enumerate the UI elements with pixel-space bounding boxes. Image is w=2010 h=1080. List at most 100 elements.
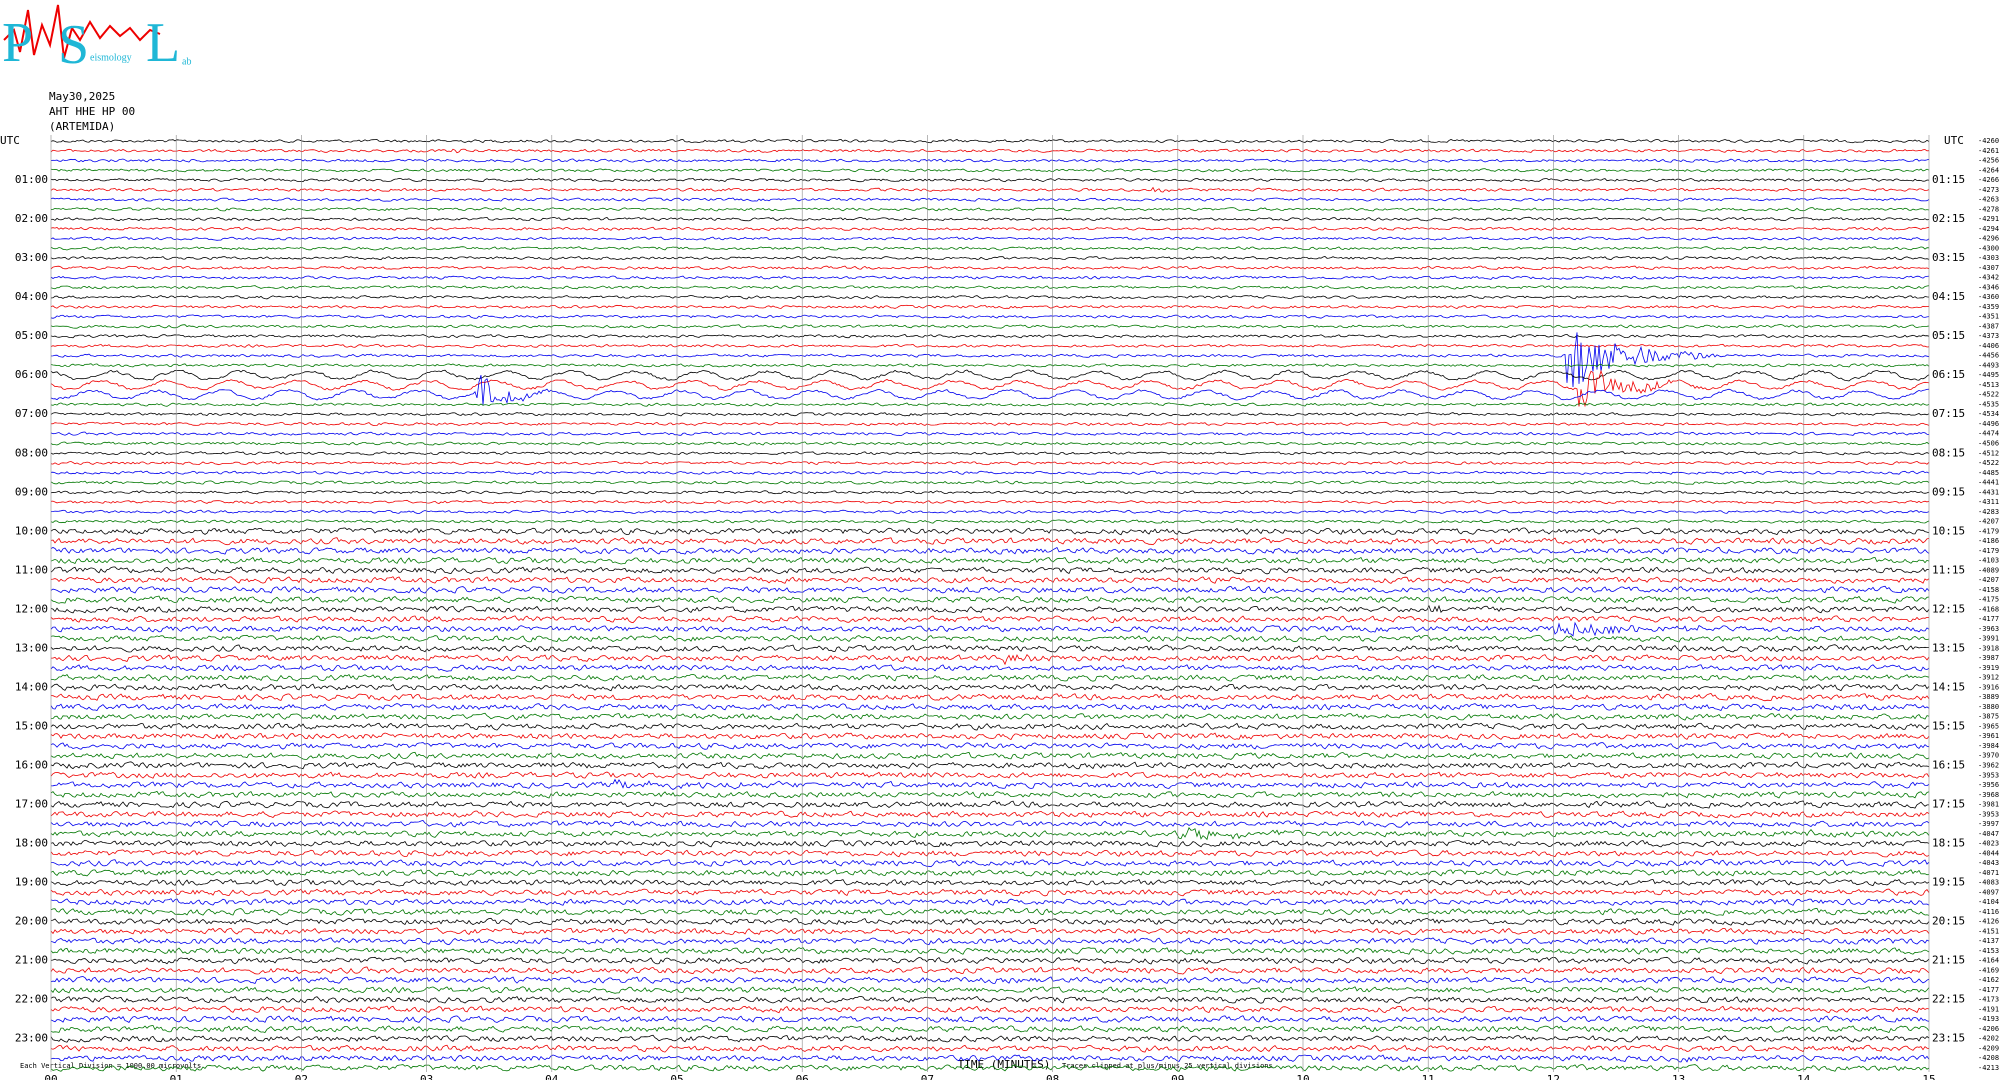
trace — [51, 858, 1930, 868]
trace-offset: -3991 — [1978, 635, 1999, 643]
trace — [50, 431, 1930, 437]
trace-offset: -4263 — [1978, 196, 1999, 204]
trace-offset: -3968 — [1978, 791, 1999, 799]
trace — [50, 778, 1930, 790]
trace-offset: -4311 — [1978, 498, 1999, 506]
trace — [50, 956, 1930, 965]
trace-offset: -3962 — [1978, 762, 1999, 770]
trace-offset: -3916 — [1978, 683, 1999, 691]
trace — [50, 537, 1930, 546]
trace — [50, 849, 1930, 858]
trace — [50, 509, 1930, 515]
trace — [50, 246, 1930, 251]
trace-offset: -4151 — [1978, 927, 1999, 935]
x-tick-label: 05 — [670, 1073, 683, 1080]
trace-offset: -3912 — [1978, 674, 1999, 682]
trace — [50, 177, 1930, 183]
trace-offset: -3953 — [1978, 771, 1999, 779]
trace — [50, 644, 1929, 653]
trace — [50, 275, 1930, 280]
trace — [50, 683, 1930, 692]
x-title: TIME (MINUTES) — [958, 1058, 1051, 1071]
trace-offset: -4177 — [1978, 615, 1999, 623]
trace-offset: -4266 — [1978, 176, 1999, 184]
hour-label: 05:15 — [1932, 329, 1965, 342]
trace-offset: -3918 — [1978, 644, 1999, 652]
trace-offset: -4179 — [1978, 547, 1999, 555]
hour-label: 13:15 — [1932, 641, 1965, 654]
trace-offset: -4485 — [1978, 469, 1999, 477]
trace-offset: -4496 — [1978, 420, 1999, 428]
clip-note: Traces clipped at plus/minus 25 vertical… — [1062, 1062, 1273, 1070]
trace-offset: -4406 — [1978, 342, 1999, 350]
trace — [50, 1044, 1930, 1053]
trace-offset: -4283 — [1978, 508, 1999, 516]
trace-offset: -4137 — [1978, 937, 1999, 945]
trace — [50, 722, 1930, 731]
hour-label: 14:00 — [15, 680, 48, 693]
hour-label: 10:15 — [1932, 524, 1965, 537]
trace-offset: -4071 — [1978, 869, 1999, 877]
trace-offset: -4083 — [1978, 879, 1999, 887]
hour-label: 15:00 — [15, 719, 48, 732]
trace-offset: -3987 — [1978, 654, 1999, 662]
trace — [50, 839, 1930, 848]
trace — [50, 937, 1930, 946]
trace — [50, 158, 1930, 163]
trace — [50, 148, 1930, 154]
trace-offset: -4351 — [1978, 313, 1999, 321]
hour-label: 20:00 — [15, 915, 48, 928]
trace-offset: -3875 — [1978, 713, 1999, 721]
station: AHT HHE HP 00 — [49, 105, 135, 118]
trace — [50, 947, 1930, 955]
hour-label: 21:00 — [15, 954, 48, 967]
trace-offset: -4089 — [1978, 566, 1999, 574]
trace — [50, 693, 1930, 702]
logo-word: ab — [182, 56, 191, 67]
hour-label: 22:00 — [15, 993, 48, 1006]
trace-offset: -4493 — [1978, 361, 1999, 369]
trace — [50, 800, 1929, 809]
trace — [50, 742, 1930, 750]
trace-offset: -4291 — [1978, 215, 1999, 223]
x-tick-label: 08 — [1046, 1073, 1059, 1080]
x-tick-label: 09 — [1171, 1073, 1184, 1080]
date: May30,2025 — [49, 90, 115, 103]
hour-label: 05:00 — [15, 329, 48, 342]
hour-label: 21:15 — [1932, 954, 1965, 967]
trace-offset: -4043 — [1978, 859, 1999, 867]
trace — [50, 1054, 1930, 1063]
trace — [50, 868, 1930, 877]
trace-offset: -4342 — [1978, 274, 1999, 282]
trace-offset: -4495 — [1978, 371, 1999, 379]
hour-label: 04:00 — [15, 290, 48, 303]
trace-offset: -3965 — [1978, 722, 1999, 730]
trace-offset: -4164 — [1978, 957, 1999, 965]
hour-label: 19:00 — [15, 876, 48, 889]
trace-offset: -4256 — [1978, 157, 1999, 165]
trace-offset: -3961 — [1978, 732, 1999, 740]
trace-offset: -4534 — [1978, 410, 1999, 418]
trace — [50, 585, 1930, 594]
trace-offset: -4303 — [1978, 254, 1999, 262]
x-tick-label: 14 — [1797, 1073, 1811, 1080]
trace-offset: -4104 — [1978, 898, 1999, 906]
trace — [50, 595, 1930, 604]
trace — [50, 634, 1930, 643]
trace-offset: -4175 — [1978, 596, 1999, 604]
trace-offset: -4294 — [1978, 225, 1999, 233]
hour-label: 13:00 — [15, 641, 48, 654]
x-tick-label: 11 — [1422, 1073, 1435, 1080]
trace-offset: -4512 — [1978, 449, 1999, 457]
trace-offset: -4261 — [1978, 147, 1999, 155]
trace — [50, 604, 1930, 614]
trace — [50, 333, 1930, 339]
trace — [50, 898, 1930, 906]
trace-offset: -3880 — [1978, 703, 1999, 711]
trace-offset: -4209 — [1978, 1044, 1999, 1052]
hour-label: 17:15 — [1932, 798, 1965, 811]
trace-offset: -4023 — [1978, 840, 1999, 848]
logo-letter: S — [58, 14, 89, 76]
trace — [50, 878, 1930, 887]
